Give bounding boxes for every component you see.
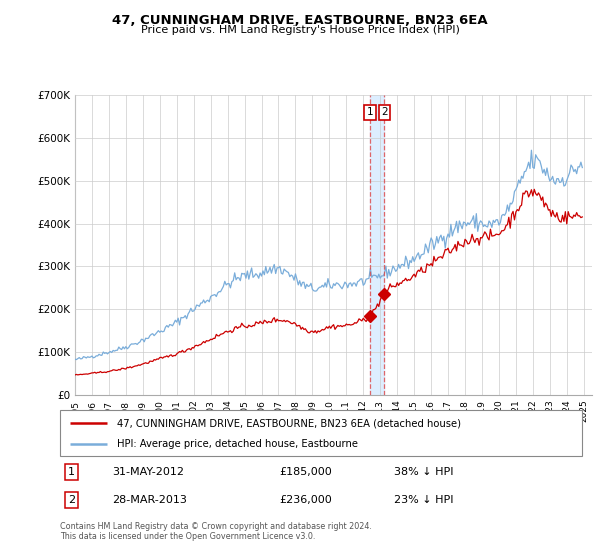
- FancyBboxPatch shape: [60, 410, 582, 456]
- Text: 47, CUNNINGHAM DRIVE, EASTBOURNE, BN23 6EA (detached house): 47, CUNNINGHAM DRIVE, EASTBOURNE, BN23 6…: [118, 418, 461, 428]
- Text: 47, CUNNINGHAM DRIVE, EASTBOURNE, BN23 6EA: 47, CUNNINGHAM DRIVE, EASTBOURNE, BN23 6…: [112, 14, 488, 27]
- Text: HPI: Average price, detached house, Eastbourne: HPI: Average price, detached house, East…: [118, 438, 358, 449]
- Text: 2: 2: [68, 496, 75, 505]
- Text: Contains HM Land Registry data © Crown copyright and database right 2024.
This d: Contains HM Land Registry data © Crown c…: [60, 522, 372, 542]
- Text: Price paid vs. HM Land Registry's House Price Index (HPI): Price paid vs. HM Land Registry's House …: [140, 25, 460, 35]
- Text: 1: 1: [68, 467, 75, 477]
- Text: £236,000: £236,000: [279, 496, 332, 505]
- Text: 28-MAR-2013: 28-MAR-2013: [112, 496, 187, 505]
- Bar: [370, 95, 385, 395]
- Text: £185,000: £185,000: [279, 467, 332, 477]
- Text: 2: 2: [381, 108, 388, 117]
- Text: 1: 1: [367, 108, 374, 117]
- Text: 38% ↓ HPI: 38% ↓ HPI: [394, 467, 454, 477]
- Text: 23% ↓ HPI: 23% ↓ HPI: [394, 496, 454, 505]
- Text: 31-MAY-2012: 31-MAY-2012: [112, 467, 184, 477]
